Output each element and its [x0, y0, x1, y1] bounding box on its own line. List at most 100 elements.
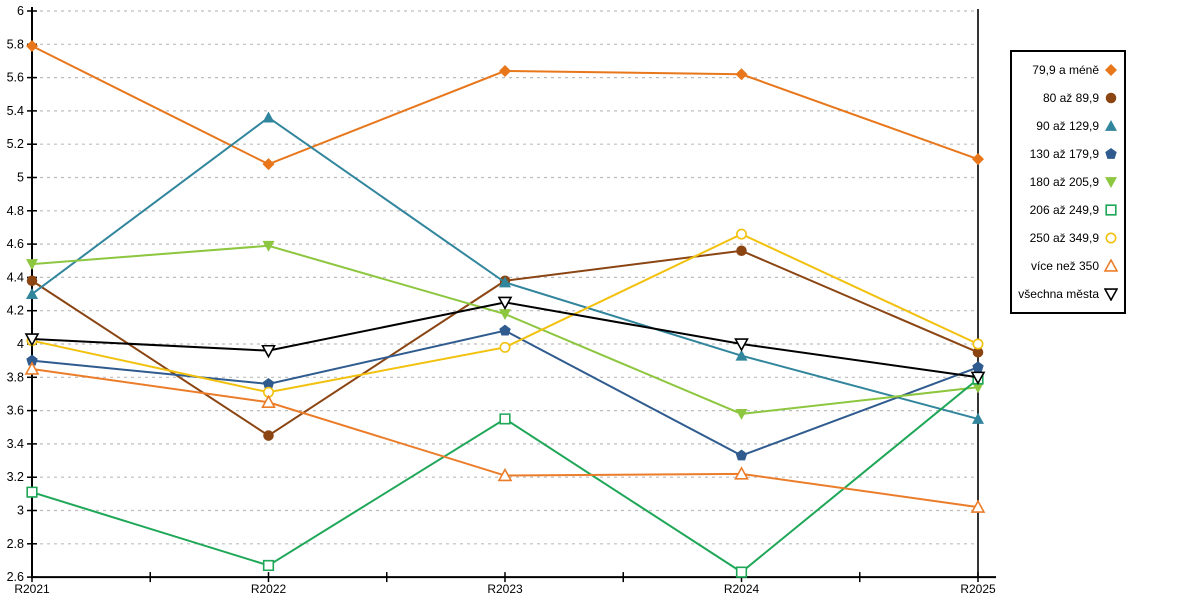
pentagon-marker-icon — [735, 449, 748, 461]
square-marker-icon — [26, 486, 38, 498]
triangle-down-marker-icon — [972, 382, 984, 394]
circle-marker-icon — [736, 228, 747, 240]
y-tick-label: 4.2 — [7, 304, 24, 318]
series-90-a-129-9 — [26, 111, 984, 424]
pentagon-legend-marker-icon — [1105, 148, 1117, 159]
y-tick-label: 5.8 — [7, 37, 24, 51]
triangle-up-marker-icon — [261, 394, 276, 408]
legend-item-label: všechna města — [1018, 287, 1099, 301]
y-tick-label: 3.8 — [7, 370, 24, 384]
triangle-down-marker-icon — [970, 371, 986, 385]
legend-item: 130 až 179,9 — [1016, 147, 1118, 161]
y-tick-label: 2.6 — [7, 570, 24, 584]
legend-item-label: více než 350 — [1030, 259, 1099, 273]
triangle-up-legend-marker-icon — [1105, 120, 1117, 131]
triangle-up-marker-icon — [735, 349, 748, 361]
y-tick-label: 3.4 — [7, 437, 24, 451]
diamond-marker-icon — [26, 39, 38, 52]
legend-item: více než 350 — [1016, 259, 1118, 273]
diamond-marker-icon — [262, 158, 275, 171]
y-tick-label: 5.6 — [7, 71, 24, 85]
series-v-ce-ne-350 — [24, 361, 986, 513]
series-180-a-205-9 — [26, 240, 984, 420]
legend-item-label: 90 až 129,9 — [1036, 119, 1099, 133]
circle-marker-icon — [26, 275, 38, 287]
series-line — [31, 45, 979, 166]
y-tick-label: 6 — [17, 4, 24, 18]
y-tick-label: 3 — [17, 504, 24, 518]
legend-item: 90 až 129,9 — [1016, 119, 1118, 133]
y-tick-label: 4.8 — [7, 204, 24, 218]
square-legend-marker-icon — [1105, 204, 1117, 216]
y-tick-label: 5 — [17, 171, 24, 185]
triangle-up-marker-icon — [734, 466, 749, 480]
pentagon-marker-icon — [972, 361, 984, 373]
y-tick-label: 4.6 — [7, 237, 24, 251]
triangle-down-marker-icon — [499, 309, 511, 321]
circle-marker-icon — [972, 347, 984, 358]
square-marker-icon — [499, 413, 511, 425]
triangle-up-marker-icon — [262, 111, 275, 123]
x-tick-label: R2021 — [14, 582, 50, 596]
triangle-up-marker-icon — [972, 412, 984, 424]
x-tick-label: R2024 — [724, 582, 760, 596]
legend-item: 79,9 a méně — [1016, 63, 1118, 77]
diamond-marker-icon — [499, 64, 511, 77]
legend-item-label: 80 až 89,9 — [1042, 91, 1099, 105]
square-marker-icon — [262, 559, 275, 572]
legend: 79,9 a méně 80 až 89,9 90 až 129,9 130 až 1… — [1010, 50, 1126, 314]
pentagon-marker-icon — [499, 324, 511, 336]
legend-item: všechna města — [1016, 287, 1118, 301]
x-tick-label: R2023 — [487, 582, 523, 596]
triangle-down-marker-icon — [261, 344, 276, 359]
y-tick-label: 4 — [17, 337, 24, 351]
triangle-up-marker-icon — [24, 361, 40, 375]
triangle-down-marker-icon — [734, 338, 749, 352]
triangle-up-marker-icon — [970, 499, 986, 513]
y-tick-label: 5.2 — [7, 137, 24, 151]
legend-item-label: 180 až 205,9 — [1029, 175, 1099, 189]
triangle-down-marker-icon — [26, 259, 38, 271]
triangle-down-marker-icon — [262, 240, 275, 252]
y-tick-label: 2.8 — [7, 537, 24, 551]
diamond-marker-icon — [972, 153, 984, 166]
y-tick-label: 3.6 — [7, 404, 24, 418]
triangle-up-marker-icon — [26, 288, 38, 299]
circle-marker-icon — [499, 341, 511, 353]
legend-item-label: 79,9 a méně — [1032, 63, 1099, 77]
square-marker-icon — [735, 566, 748, 578]
circle-marker-icon — [736, 245, 747, 257]
circle-marker-icon — [263, 430, 274, 441]
triangle-down-marker-icon — [24, 333, 40, 347]
diamond-marker-icon — [735, 68, 748, 81]
legend-item: 80 až 89,9 — [1016, 91, 1118, 105]
circle-legend-marker-icon — [1105, 92, 1117, 104]
series-79-9-a-m-n- — [26, 39, 984, 171]
circle-marker-icon — [972, 338, 984, 350]
diamond-legend-marker-icon — [1105, 64, 1117, 76]
legend-item: 206 až 249,9 — [1016, 203, 1118, 217]
triangle-up-marker-icon — [497, 467, 513, 482]
series-130-a-179-9 — [26, 324, 984, 461]
legend-item-label: 206 až 249,9 — [1029, 203, 1099, 217]
legend-item: 250 až 349,9 — [1016, 231, 1118, 245]
triangle-down-legend-marker-icon — [1104, 288, 1118, 301]
legend-item-label: 130 až 179,9 — [1029, 147, 1099, 161]
legend-item-label: 250 až 349,9 — [1029, 231, 1099, 245]
x-tick-label: R2025 — [960, 582, 996, 596]
y-tick-label: 3.2 — [7, 470, 24, 484]
pentagon-marker-icon — [262, 377, 275, 389]
y-tick-label: 4.4 — [7, 270, 24, 284]
triangle-up-marker-icon — [499, 276, 511, 288]
triangle-up-legend-marker-icon — [1104, 259, 1118, 272]
triangle-down-marker-icon — [497, 296, 513, 311]
circle-legend-marker-icon — [1105, 232, 1117, 244]
series-line — [31, 367, 979, 509]
y-tick-label: 5.4 — [7, 104, 24, 118]
pentagon-marker-icon — [26, 354, 38, 366]
plot-area: 6 5.8 5.6 5.4 5.2 5 4.8 4.6 4.4 4.2 4 3.8 3.6 3.4 3.2 3… — [7, 4, 996, 596]
triangle-down-marker-icon — [735, 409, 748, 420]
x-tick-label: R2022 — [251, 582, 287, 596]
series-v-echna-m-sta — [24, 296, 986, 385]
